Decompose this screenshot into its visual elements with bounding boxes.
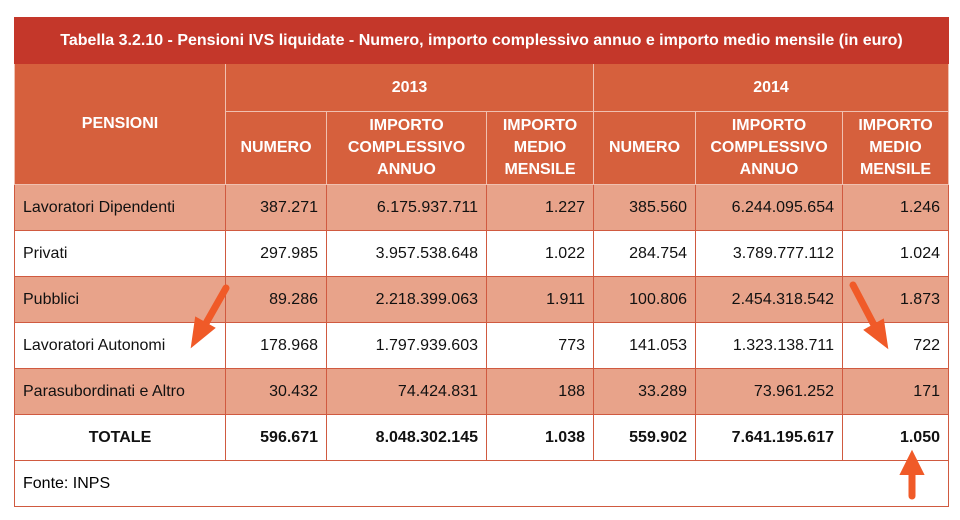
row-header: PENSIONI bbox=[14, 63, 226, 185]
year-header: 2013 bbox=[225, 63, 594, 112]
row-label: Privati bbox=[14, 230, 226, 277]
cell: 1.323.138.711 bbox=[695, 322, 843, 369]
cell: 188 bbox=[486, 368, 594, 415]
data-row: Lavoratori Autonomi 178.968 1.797.939.603 7… bbox=[14, 322, 949, 369]
column-row: NUMERO IMPORTO COMPLESSIVO ANNUO IMPORTO M… bbox=[15, 111, 949, 185]
pension-table: Tabella 3.2.10 - Pensioni IVS liquidate … bbox=[14, 17, 949, 507]
cell: 171 bbox=[842, 368, 949, 415]
total-label: TOTALE bbox=[14, 414, 226, 461]
data-row: Parasubordinati e Altro 30.432 74.424.831 1… bbox=[14, 368, 949, 415]
total-cell: 7.641.195.617 bbox=[695, 414, 843, 461]
cell: 1.246 bbox=[842, 184, 949, 231]
cell: 2.454.318.542 bbox=[695, 276, 843, 323]
cell: 1.873 bbox=[842, 276, 949, 323]
data-row: Lavoratori Dipendenti 387.271 6.175.937.71… bbox=[14, 184, 949, 231]
cell: 1.911 bbox=[486, 276, 594, 323]
cell: 773 bbox=[486, 322, 594, 369]
cell: 33.289 bbox=[593, 368, 696, 415]
column-header: NUMERO bbox=[593, 111, 696, 185]
cell: 100.806 bbox=[593, 276, 696, 323]
cell: 385.560 bbox=[593, 184, 696, 231]
column-header: IMPORTO COMPLESSIVO ANNUO bbox=[695, 111, 843, 185]
cell: 6.244.095.654 bbox=[695, 184, 843, 231]
cell: 1.022 bbox=[486, 230, 594, 277]
cell: 722 bbox=[842, 322, 949, 369]
cell: 30.432 bbox=[225, 368, 327, 415]
cell: 141.053 bbox=[593, 322, 696, 369]
row-label: Parasubordinati e Altro bbox=[14, 368, 226, 415]
cell: 178.968 bbox=[225, 322, 327, 369]
row-label: Lavoratori Dipendenti bbox=[14, 184, 226, 231]
cell: 3.957.538.648 bbox=[326, 230, 487, 277]
cell: 2.218.399.063 bbox=[326, 276, 487, 323]
cell: 89.286 bbox=[225, 276, 327, 323]
total-cell: 596.671 bbox=[225, 414, 327, 461]
row-label: Pubblici bbox=[14, 276, 226, 323]
cell: 1.024 bbox=[842, 230, 949, 277]
cell: 297.985 bbox=[225, 230, 327, 277]
cell: 284.754 bbox=[593, 230, 696, 277]
row-label: Lavoratori Autonomi bbox=[14, 322, 226, 369]
data-row: Privati 297.985 3.957.538.648 1.022 284.754 3… bbox=[14, 230, 949, 277]
total-row: TOTALE 596.671 8.048.302.145 1.038 559.902 7.… bbox=[14, 414, 949, 461]
total-cell: 559.902 bbox=[593, 414, 696, 461]
column-header: IMPORTO MEDIO MENSILE bbox=[486, 111, 594, 185]
total-cell: 1.050 bbox=[842, 414, 949, 461]
column-header: NUMERO bbox=[225, 111, 327, 185]
cell: 6.175.937.711 bbox=[326, 184, 487, 231]
cell: 1.797.939.603 bbox=[326, 322, 487, 369]
total-cell: 1.038 bbox=[486, 414, 594, 461]
cell: 74.424.831 bbox=[326, 368, 487, 415]
table-title: Tabella 3.2.10 - Pensioni IVS liquidate … bbox=[14, 17, 949, 64]
year-row: PENSIONI 2013 2014 bbox=[14, 63, 949, 185]
cell: 3.789.777.112 bbox=[695, 230, 843, 277]
source: Fonte: INPS bbox=[14, 460, 949, 507]
year-header: 2014 bbox=[593, 63, 949, 112]
title-row: Tabella 3.2.10 - Pensioni IVS liquidate … bbox=[14, 17, 949, 64]
column-header: IMPORTO MEDIO MENSILE bbox=[842, 111, 949, 185]
cell: 387.271 bbox=[225, 184, 327, 231]
cell: 1.227 bbox=[486, 184, 594, 231]
column-header: IMPORTO COMPLESSIVO ANNUO bbox=[326, 111, 487, 185]
data-row: Pubblici 89.286 2.218.399.063 1.911 100.806 2… bbox=[14, 276, 949, 323]
cell: 73.961.252 bbox=[695, 368, 843, 415]
source-row: Fonte: INPS bbox=[14, 460, 949, 507]
total-cell: 8.048.302.145 bbox=[326, 414, 487, 461]
